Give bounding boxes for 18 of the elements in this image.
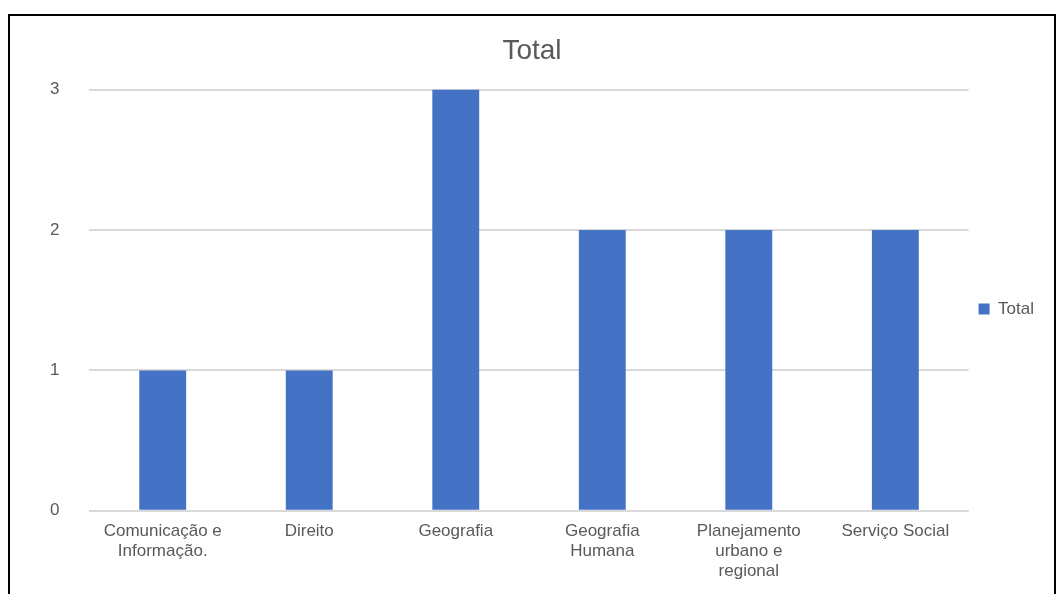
bar: [871, 230, 919, 510]
x-tick-label: Geografia Humana: [564, 520, 641, 561]
bar: [432, 89, 480, 510]
bar: [285, 370, 333, 510]
x-tick-label: Planejamento urbano e regional: [696, 520, 801, 581]
x-tick-label: Serviço Social: [841, 520, 950, 540]
chart-title: Total: [502, 33, 562, 65]
bar: [139, 370, 187, 510]
bar: [725, 230, 773, 510]
y-tick-label: 2: [49, 219, 60, 239]
x-tick-label: Geografia: [418, 520, 494, 540]
y-tick-label: 3: [49, 79, 60, 99]
y-tick-label: 1: [49, 360, 60, 380]
legend-label: Total: [998, 298, 1035, 318]
x-tick-label: Comunicação e Informação.: [103, 520, 222, 561]
x-tick-label: Direito: [284, 520, 334, 540]
bar: [578, 230, 626, 510]
y-tick-label: 0: [49, 500, 60, 520]
